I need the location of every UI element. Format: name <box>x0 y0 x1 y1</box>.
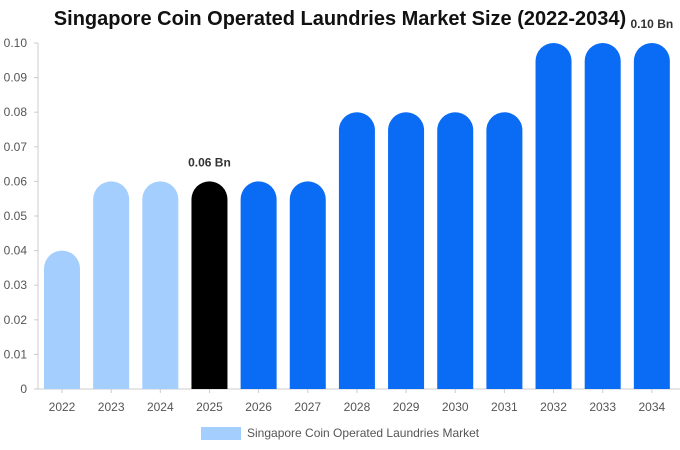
bar <box>240 181 277 389</box>
legend: Singapore Coin Operated Laundries Market <box>201 426 479 440</box>
y-tick-label: 0.09 <box>4 71 28 85</box>
x-tick-label: 2032 <box>540 400 567 414</box>
bar <box>584 43 621 389</box>
x-tick-label: 2024 <box>147 400 174 414</box>
x-tick-label: 2031 <box>491 400 518 414</box>
x-tick-label: 2023 <box>98 400 125 414</box>
x-tick-label: 2022 <box>49 400 76 414</box>
y-tick-label: 0.07 <box>4 140 28 154</box>
bar <box>388 112 425 389</box>
bar <box>44 250 80 389</box>
y-tick-label: 0.04 <box>4 244 28 258</box>
y-tick-label: 0 <box>20 382 27 396</box>
x-tick-label: 2025 <box>196 400 223 414</box>
x-tick-label: 2027 <box>294 400 321 414</box>
data-label: 0.10 Bn <box>631 17 674 31</box>
bar <box>633 43 670 389</box>
legend-swatch <box>201 426 241 440</box>
x-tick-label: 2034 <box>638 400 665 414</box>
bar <box>191 181 228 389</box>
x-tick-label: 2028 <box>344 400 371 414</box>
bar <box>289 181 326 389</box>
bar <box>93 181 130 389</box>
y-tick-label: 0.05 <box>4 209 28 223</box>
x-tick-label: 2033 <box>589 400 616 414</box>
y-tick-label: 0.10 <box>4 36 28 50</box>
chart-title: Singapore Coin Operated Laundries Market… <box>53 8 627 30</box>
y-tick-label: 0.01 <box>4 347 28 361</box>
data-label: 0.06 Bn <box>188 155 231 169</box>
y-tick-label: 0.08 <box>4 105 28 119</box>
bar <box>338 112 375 389</box>
y-tick-label: 0.02 <box>4 313 28 327</box>
bar <box>535 43 572 389</box>
legend-label: Singapore Coin Operated Laundries Market <box>247 426 480 440</box>
bar <box>486 112 523 389</box>
bar <box>142 181 179 389</box>
x-tick-label: 2026 <box>245 400 272 414</box>
x-tick-label: 2030 <box>442 400 469 414</box>
x-tick-label: 2029 <box>393 400 420 414</box>
bar <box>437 112 474 389</box>
y-tick-label: 0.06 <box>4 174 28 188</box>
y-tick-label: 0.03 <box>4 278 28 292</box>
